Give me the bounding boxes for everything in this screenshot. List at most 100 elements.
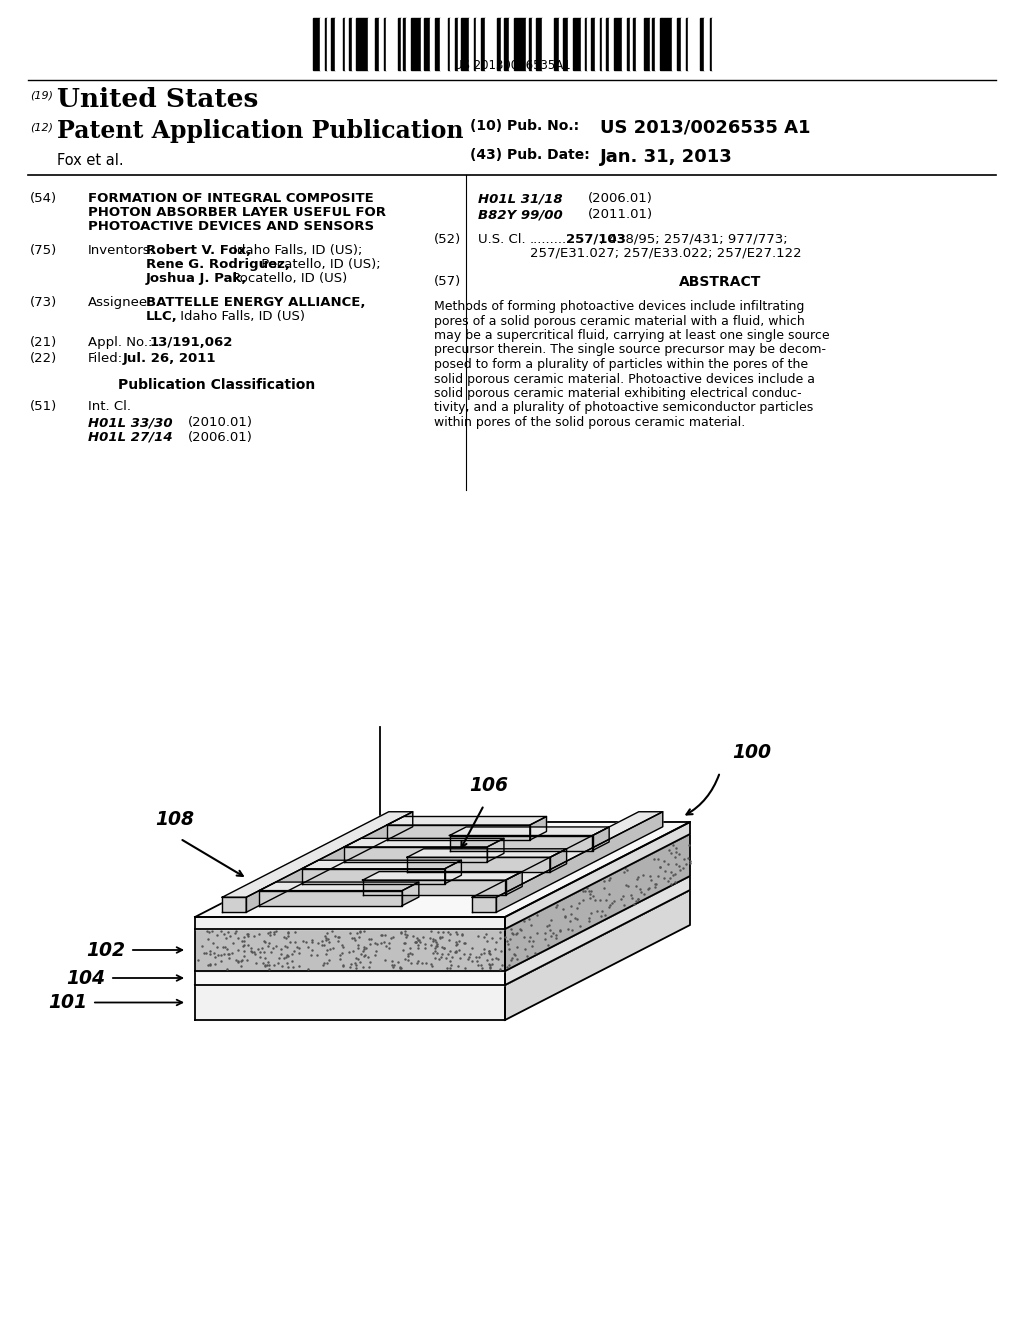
Bar xyxy=(450,18,455,70)
Bar xyxy=(313,18,319,70)
Polygon shape xyxy=(450,826,609,836)
Polygon shape xyxy=(505,876,690,985)
Text: Inventors:: Inventors: xyxy=(88,244,155,257)
Polygon shape xyxy=(246,812,413,912)
Text: H01L 27/14: H01L 27/14 xyxy=(88,432,173,444)
Polygon shape xyxy=(497,812,663,912)
Text: FORMATION OF INTEGRAL COMPOSITE: FORMATION OF INTEGRAL COMPOSITE xyxy=(88,191,374,205)
Text: H01L 33/30: H01L 33/30 xyxy=(88,416,173,429)
Text: 108: 108 xyxy=(156,809,195,829)
Text: Jul. 26, 2011: Jul. 26, 2011 xyxy=(123,352,216,366)
Bar xyxy=(325,18,327,70)
Text: Appl. No.:: Appl. No.: xyxy=(88,337,153,348)
Bar xyxy=(430,18,435,70)
Text: Publication Classification: Publication Classification xyxy=(118,378,315,392)
Text: (57): (57) xyxy=(434,275,461,288)
Bar xyxy=(660,18,672,70)
Text: may be a supercritical fluid, carrying at least one single source: may be a supercritical fluid, carrying a… xyxy=(434,329,829,342)
Text: (22): (22) xyxy=(30,352,57,366)
Bar xyxy=(595,18,600,70)
Bar xyxy=(514,18,526,70)
Bar xyxy=(501,18,504,70)
Bar xyxy=(327,18,331,70)
Bar xyxy=(652,18,655,70)
Polygon shape xyxy=(505,890,690,1020)
Bar xyxy=(526,18,529,70)
Text: ..........: .......... xyxy=(530,234,571,246)
Polygon shape xyxy=(387,817,547,825)
Bar xyxy=(585,18,587,70)
Bar xyxy=(401,18,403,70)
Bar xyxy=(485,18,497,70)
Bar xyxy=(455,18,458,70)
Polygon shape xyxy=(195,929,505,972)
Text: (2010.01): (2010.01) xyxy=(188,416,253,429)
Bar xyxy=(345,18,349,70)
Text: United States: United States xyxy=(57,87,258,112)
Bar xyxy=(600,18,602,70)
Bar xyxy=(536,18,542,70)
Text: (52): (52) xyxy=(434,234,461,246)
Text: (73): (73) xyxy=(30,296,57,309)
Text: (54): (54) xyxy=(30,191,57,205)
Text: US 2013/0026535 A1: US 2013/0026535 A1 xyxy=(600,119,811,137)
Bar xyxy=(398,18,401,70)
Bar xyxy=(497,18,501,70)
Text: (43) Pub. Date:: (43) Pub. Date: xyxy=(470,148,590,162)
Text: (12): (12) xyxy=(30,121,53,132)
Text: Filed:: Filed: xyxy=(88,352,123,366)
Bar xyxy=(449,18,450,70)
Text: (19): (19) xyxy=(30,90,53,100)
Text: (51): (51) xyxy=(30,400,57,413)
Text: 100: 100 xyxy=(732,742,771,762)
Bar xyxy=(563,18,568,70)
Bar xyxy=(384,18,386,70)
Polygon shape xyxy=(195,890,690,985)
Bar xyxy=(504,18,509,70)
Polygon shape xyxy=(505,822,690,929)
Text: Idaho Falls, ID (US): Idaho Falls, ID (US) xyxy=(176,310,305,323)
Text: Fox et al.: Fox et al. xyxy=(57,153,124,168)
Bar xyxy=(688,18,700,70)
Bar xyxy=(700,18,705,70)
Text: Idaho Falls, ID (US);: Idaho Falls, ID (US); xyxy=(229,244,362,257)
Polygon shape xyxy=(344,847,487,862)
Polygon shape xyxy=(506,871,522,895)
Text: (21): (21) xyxy=(30,337,57,348)
Bar xyxy=(379,18,384,70)
Text: Jan. 31, 2013: Jan. 31, 2013 xyxy=(600,148,733,166)
Polygon shape xyxy=(593,826,609,850)
Bar xyxy=(636,18,644,70)
Polygon shape xyxy=(222,812,413,898)
Text: tivity, and a plurality of photoactive semiconductor particles: tivity, and a plurality of photoactive s… xyxy=(434,401,813,414)
Bar xyxy=(375,18,379,70)
Text: (10) Pub. No.:: (10) Pub. No.: xyxy=(470,119,580,133)
Text: Assignee:: Assignee: xyxy=(88,296,153,309)
Text: (2006.01): (2006.01) xyxy=(588,191,653,205)
Polygon shape xyxy=(195,985,505,1020)
Bar xyxy=(481,18,485,70)
Text: U.S. Cl.: U.S. Cl. xyxy=(478,234,525,246)
Bar xyxy=(403,18,406,70)
Bar xyxy=(602,18,606,70)
Text: ABSTRACT: ABSTRACT xyxy=(679,275,761,289)
Polygon shape xyxy=(387,825,529,840)
Bar xyxy=(650,18,652,70)
Text: BATTELLE ENERGY ALLIANCE,: BATTELLE ENERGY ALLIANCE, xyxy=(146,296,366,309)
Polygon shape xyxy=(407,849,566,858)
Bar xyxy=(532,18,536,70)
Bar xyxy=(573,18,581,70)
Text: B82Y 99/00: B82Y 99/00 xyxy=(478,209,563,220)
Polygon shape xyxy=(222,898,246,912)
Bar xyxy=(633,18,636,70)
Bar xyxy=(469,18,474,70)
Bar xyxy=(406,18,411,70)
Bar xyxy=(368,18,375,70)
Text: solid porous ceramic material. Photoactive devices include a: solid porous ceramic material. Photoacti… xyxy=(434,372,815,385)
Text: 101: 101 xyxy=(48,993,87,1012)
Bar xyxy=(559,18,563,70)
Bar xyxy=(440,18,449,70)
Text: ; 438/95; 257/431; 977/773;: ; 438/95; 257/431; 977/773; xyxy=(600,234,787,246)
Bar xyxy=(349,18,352,70)
Bar xyxy=(386,18,398,70)
